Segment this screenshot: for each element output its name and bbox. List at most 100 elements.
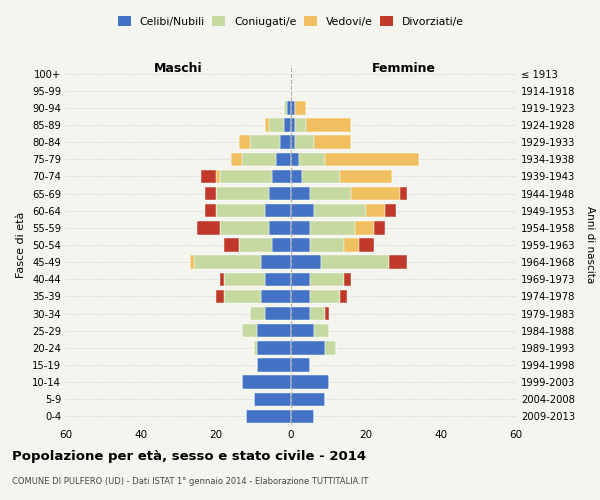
Text: Femmine: Femmine bbox=[371, 62, 436, 74]
Bar bbox=[291, 290, 310, 303]
Bar bbox=[239, 136, 250, 149]
Text: Maschi: Maschi bbox=[154, 62, 203, 74]
Bar bbox=[265, 118, 269, 132]
Bar bbox=[343, 272, 351, 286]
Bar bbox=[314, 204, 366, 218]
Bar bbox=[295, 101, 306, 114]
Bar bbox=[197, 221, 220, 234]
Bar bbox=[223, 272, 265, 286]
Bar bbox=[310, 272, 343, 286]
Bar bbox=[325, 307, 329, 320]
Bar bbox=[216, 290, 223, 303]
Bar bbox=[265, 204, 291, 218]
Bar bbox=[284, 118, 291, 132]
Bar bbox=[373, 221, 385, 234]
Bar bbox=[276, 152, 291, 166]
Bar bbox=[239, 238, 272, 252]
Text: COMUNE DI PULFERO (UD) - Dati ISTAT 1° gennaio 2014 - Elaborazione TUTTITALIA.IT: COMUNE DI PULFERO (UD) - Dati ISTAT 1° g… bbox=[12, 478, 368, 486]
Bar bbox=[242, 152, 276, 166]
Bar bbox=[193, 256, 261, 269]
Bar bbox=[291, 410, 314, 423]
Bar bbox=[291, 358, 310, 372]
Bar bbox=[291, 238, 310, 252]
Bar bbox=[220, 272, 223, 286]
Bar bbox=[257, 341, 291, 354]
Bar bbox=[242, 324, 257, 338]
Bar bbox=[351, 187, 400, 200]
Bar bbox=[223, 238, 239, 252]
Bar bbox=[231, 152, 242, 166]
Bar bbox=[254, 341, 257, 354]
Bar bbox=[291, 136, 295, 149]
Bar bbox=[302, 170, 340, 183]
Bar bbox=[257, 324, 291, 338]
Bar bbox=[295, 136, 314, 149]
Bar bbox=[287, 101, 291, 114]
Y-axis label: Anni di nascita: Anni di nascita bbox=[585, 206, 595, 284]
Bar bbox=[242, 376, 291, 389]
Bar bbox=[291, 187, 310, 200]
Text: Popolazione per età, sesso e stato civile - 2014: Popolazione per età, sesso e stato civil… bbox=[12, 450, 366, 463]
Bar bbox=[261, 290, 291, 303]
Bar bbox=[250, 136, 280, 149]
Bar bbox=[190, 256, 193, 269]
Bar bbox=[291, 324, 314, 338]
Bar bbox=[265, 307, 291, 320]
Bar bbox=[216, 204, 265, 218]
Bar bbox=[269, 118, 284, 132]
Bar bbox=[205, 204, 216, 218]
Bar bbox=[310, 221, 355, 234]
Bar bbox=[359, 238, 373, 252]
Bar bbox=[265, 272, 291, 286]
Bar bbox=[389, 256, 407, 269]
Bar bbox=[306, 118, 351, 132]
Bar bbox=[220, 221, 269, 234]
Bar bbox=[314, 136, 351, 149]
Bar bbox=[257, 358, 291, 372]
Bar bbox=[291, 204, 314, 218]
Bar bbox=[310, 290, 340, 303]
Bar bbox=[340, 170, 392, 183]
Bar bbox=[310, 238, 343, 252]
Bar bbox=[284, 101, 287, 114]
Bar bbox=[291, 272, 310, 286]
Bar bbox=[269, 187, 291, 200]
Bar bbox=[291, 118, 295, 132]
Bar bbox=[205, 187, 216, 200]
Bar bbox=[385, 204, 396, 218]
Bar bbox=[325, 341, 336, 354]
Bar bbox=[291, 152, 299, 166]
Bar bbox=[261, 256, 291, 269]
Bar bbox=[291, 392, 325, 406]
Bar bbox=[291, 307, 310, 320]
Bar bbox=[223, 290, 261, 303]
Bar bbox=[299, 152, 325, 166]
Bar bbox=[355, 221, 373, 234]
Bar bbox=[291, 256, 321, 269]
Bar bbox=[310, 307, 325, 320]
Bar bbox=[400, 187, 407, 200]
Bar bbox=[280, 136, 291, 149]
Bar bbox=[291, 221, 310, 234]
Bar bbox=[343, 238, 359, 252]
Bar bbox=[310, 187, 351, 200]
Y-axis label: Fasce di età: Fasce di età bbox=[16, 212, 26, 278]
Bar bbox=[291, 341, 325, 354]
Bar bbox=[291, 170, 302, 183]
Bar bbox=[291, 376, 329, 389]
Legend: Celibi/Nubili, Coniugati/e, Vedovi/e, Divorziati/e: Celibi/Nubili, Coniugati/e, Vedovi/e, Di… bbox=[115, 13, 467, 30]
Bar bbox=[295, 118, 306, 132]
Bar bbox=[325, 152, 419, 166]
Bar bbox=[201, 170, 216, 183]
Bar bbox=[254, 392, 291, 406]
Bar bbox=[216, 187, 269, 200]
Bar bbox=[340, 290, 347, 303]
Bar bbox=[269, 221, 291, 234]
Bar bbox=[250, 307, 265, 320]
Bar bbox=[291, 101, 295, 114]
Bar bbox=[366, 204, 385, 218]
Bar bbox=[321, 256, 389, 269]
Bar bbox=[216, 170, 220, 183]
Bar bbox=[246, 410, 291, 423]
Bar bbox=[220, 170, 272, 183]
